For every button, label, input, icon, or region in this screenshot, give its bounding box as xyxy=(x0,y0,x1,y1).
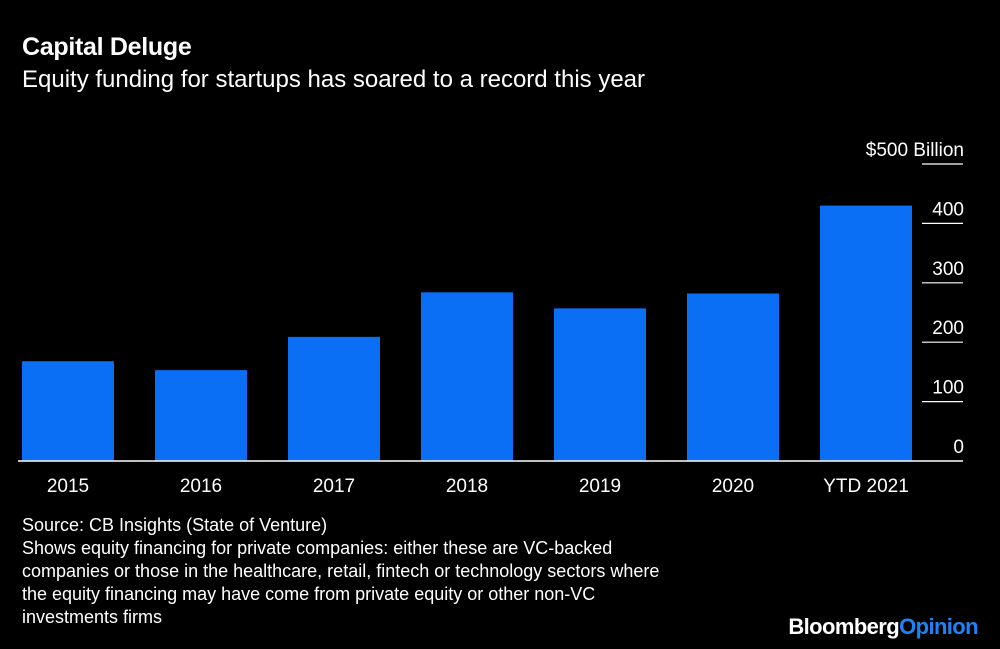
footnote-line: the equity financing may have come from … xyxy=(22,584,596,604)
y-tick-label: $500 Billion xyxy=(866,140,964,161)
brand-bloomberg: Bloomberg xyxy=(788,614,900,639)
x-tick-label: 2018 xyxy=(446,476,488,497)
x-tick-label: YTD 2021 xyxy=(823,476,909,497)
bar-2015 xyxy=(22,361,114,461)
footnote: Source: CB Insights (State of Venture) S… xyxy=(22,514,782,629)
y-tick-label: 200 xyxy=(932,318,964,339)
bar-2016 xyxy=(155,370,247,461)
footnote-line: companies or those in the healthcare, re… xyxy=(22,561,660,581)
chart-subtitle: Equity funding for startups has soared t… xyxy=(22,66,646,93)
footnote-line: Shows equity financing for private compa… xyxy=(22,538,613,558)
chart-title: Capital Deluge xyxy=(22,33,192,61)
bar-2019 xyxy=(554,308,646,461)
y-tick-label: 400 xyxy=(932,199,964,220)
bar-ytd-2021 xyxy=(820,205,912,461)
x-tick-label: 2015 xyxy=(47,476,89,497)
y-tick-label: 300 xyxy=(932,259,964,280)
footnote-line: investments firms xyxy=(22,607,163,627)
bar-2017 xyxy=(288,336,380,461)
source-note: Source: CB Insights (State of Venture) xyxy=(22,515,328,535)
brand-opinion: Opinion xyxy=(899,614,979,639)
x-tick-label: 2016 xyxy=(180,476,222,497)
y-tick-label: 0 xyxy=(953,437,964,458)
y-tick-label: 100 xyxy=(932,378,964,399)
x-tick-label: 2017 xyxy=(313,476,355,497)
x-tick-label: 2019 xyxy=(579,476,621,497)
bar-2020 xyxy=(687,293,779,461)
bars-group xyxy=(22,205,912,461)
bar-2018 xyxy=(421,292,513,461)
x-tick-label: 2020 xyxy=(712,476,754,497)
x-axis-labels: 2015 2016 2017 2018 2019 2020 YTD 2021 xyxy=(47,476,909,497)
y-axis: 0 100 200 300 400 $500 Billion xyxy=(866,140,964,458)
bloomberg-opinion-logo: BloombergOpinion xyxy=(788,614,978,640)
